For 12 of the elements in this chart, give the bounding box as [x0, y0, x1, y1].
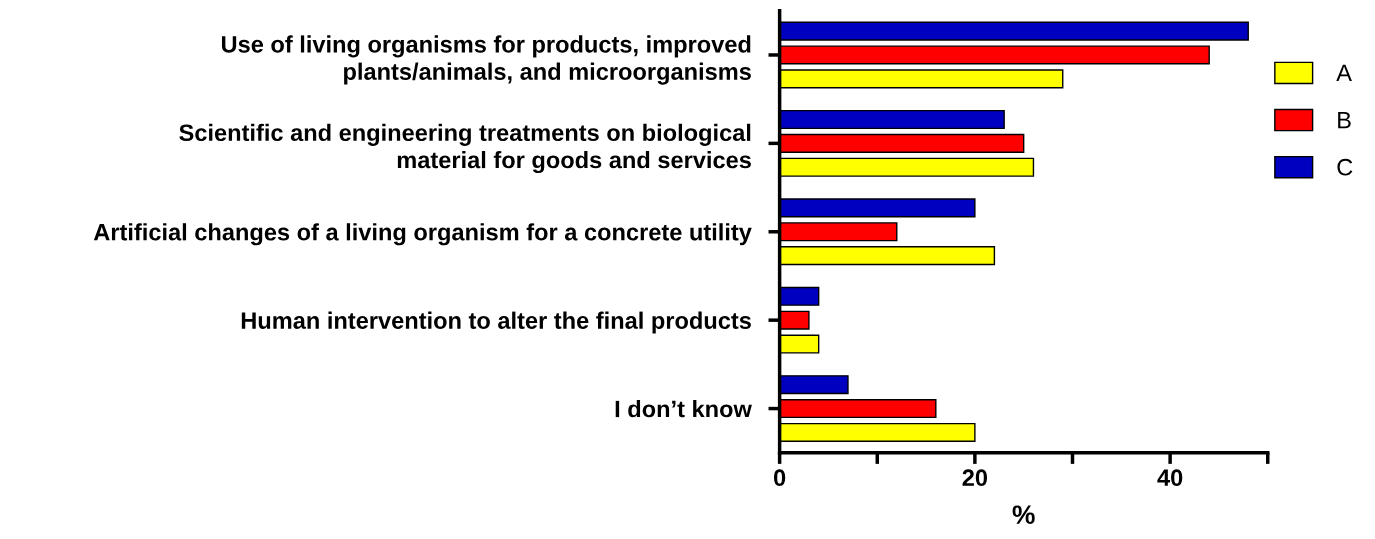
y-tick-label: Use of living organisms for products, improved plants/animals, and microorganisms [221, 35, 751, 85]
legend-label: B [1338, 111, 1351, 129]
y-tick-label: Artificial changes of a living organism for a concrete utility [93, 223, 752, 246]
x-tick-label: 40 [1157, 469, 1183, 487]
y-tick-label: Scientific and engineering treatments on biological material for goods and services [179, 123, 751, 174]
y-tick-label: I don’t know [615, 400, 752, 418]
y-tick-label: Human intervention to alter the final products [241, 311, 751, 334]
x-tick-label: 20 [962, 469, 988, 487]
legend-label: A [1336, 64, 1352, 81]
x-tick-label: 0 [773, 469, 786, 487]
legend-label: C [1337, 158, 1353, 176]
x-axis-title: % [1012, 505, 1035, 524]
